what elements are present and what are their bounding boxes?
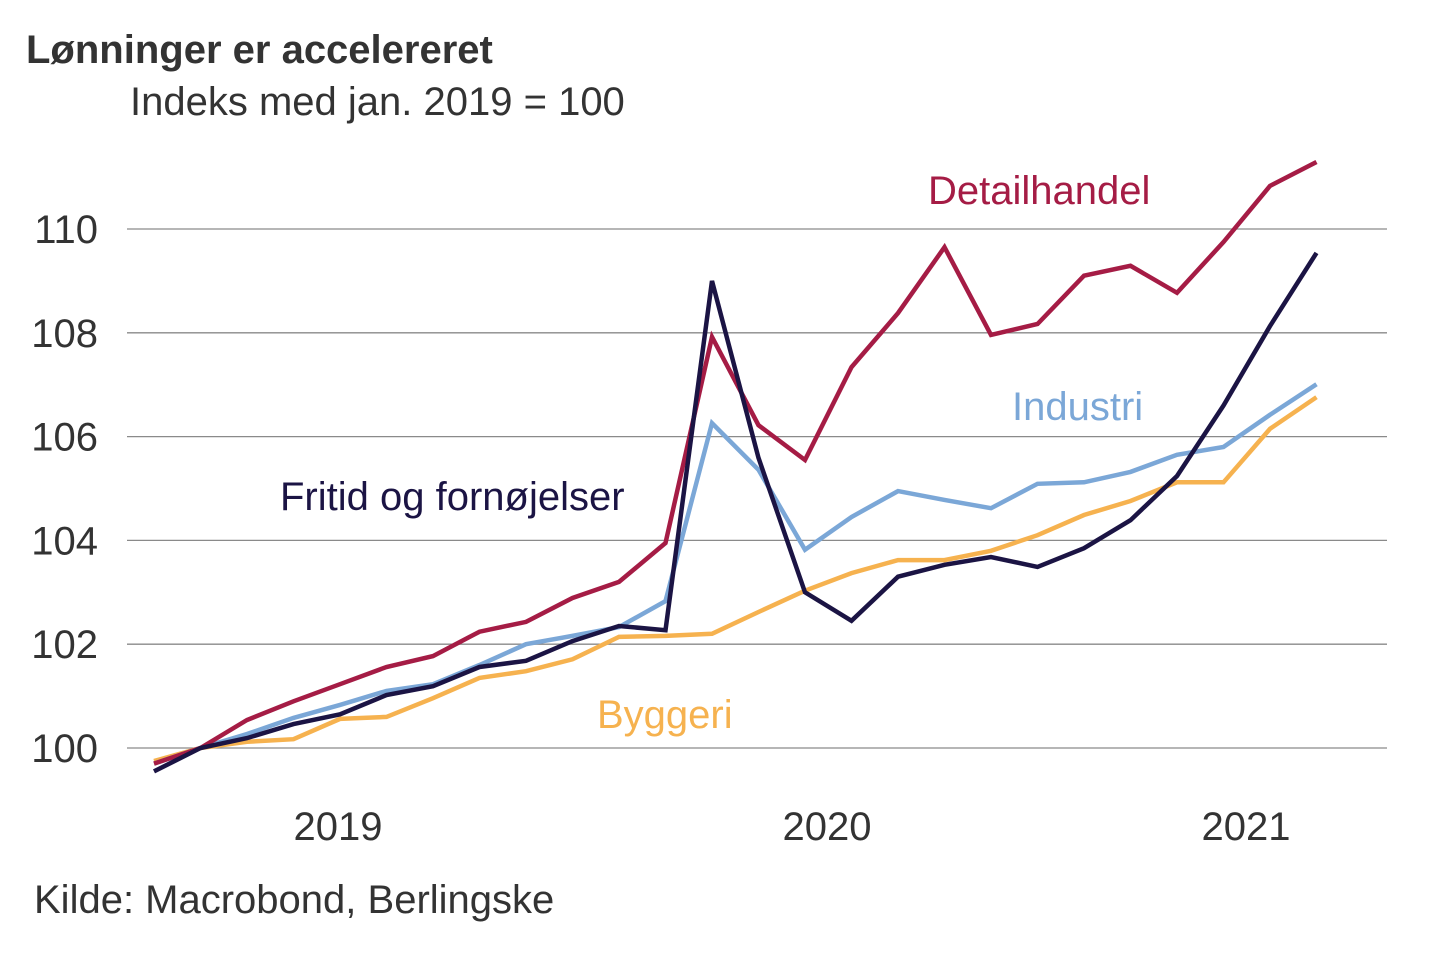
chart-source: Kilde: Macrobond, Berlingske: [34, 878, 555, 922]
x-tick-label: 2020: [783, 805, 872, 849]
y-tick-label: 108: [31, 312, 98, 356]
y-tick-label: 104: [31, 519, 98, 563]
series-label: Byggeri: [597, 693, 733, 737]
x-tick-label: 2021: [1202, 805, 1291, 849]
y-tick-label: 106: [31, 416, 98, 460]
x-tick-label: 2019: [294, 805, 383, 849]
series-label: Detailhandel: [928, 169, 1150, 213]
y-tick-label: 110: [34, 208, 98, 252]
y-tick-label: 100: [31, 727, 98, 771]
chart-title: Lønninger er accelereret: [26, 28, 493, 72]
series-line-0: [153, 159, 1318, 766]
series-label: Industri: [1012, 385, 1143, 429]
series-label: Fritid og fornøjelser: [280, 475, 625, 519]
series-line-1: [152, 251, 1319, 774]
y-tick-label: 102: [31, 623, 98, 667]
series-line-2: [153, 382, 1318, 766]
chart-subtitle: Indeks med jan. 2019 = 100: [130, 80, 625, 124]
series-line-3: [153, 395, 1318, 764]
